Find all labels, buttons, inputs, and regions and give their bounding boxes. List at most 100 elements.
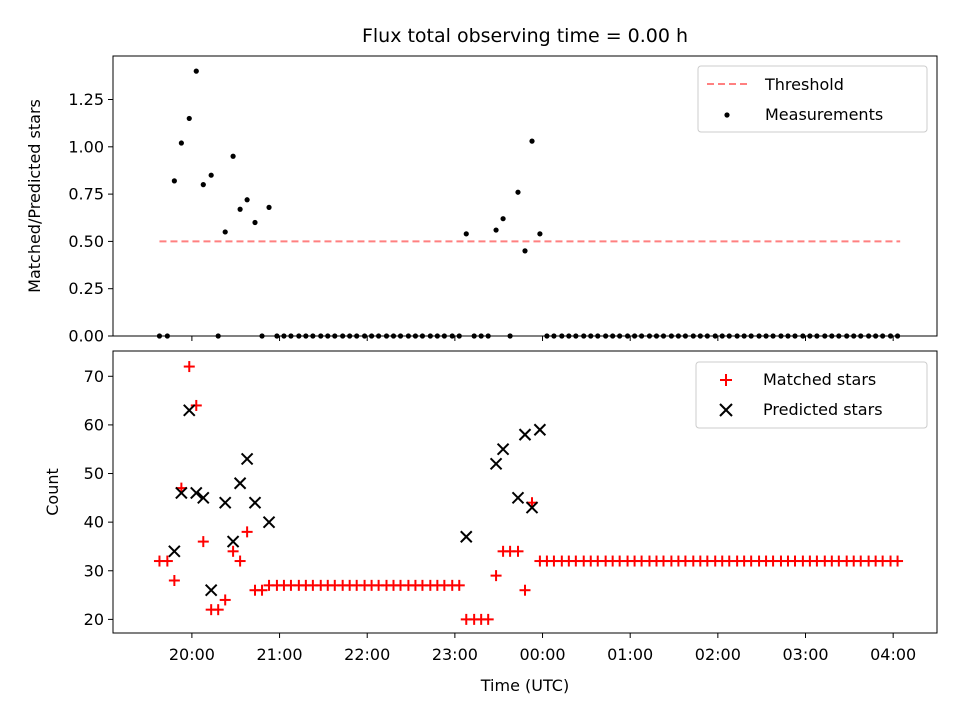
ratio-y-label: Matched/Predicted stars <box>25 99 44 293</box>
measurement-point <box>178 140 184 146</box>
matched-point <box>256 584 268 596</box>
ratio-y-tick-label: 1.25 <box>68 90 104 109</box>
matched-point <box>482 613 494 625</box>
x-tick-label: 00:00 <box>519 645 565 664</box>
measurement-point <box>186 115 192 122</box>
ratio-legend: Threshold Measurements <box>697 65 928 133</box>
ratio-plot-area: 0.00 0.25 0.50 0.75 1.00 1.25 <box>68 55 938 346</box>
ratio-y-tick-label: 0.25 <box>68 279 104 298</box>
ratio-y-tick-label: 1.00 <box>68 137 104 156</box>
matched-point <box>212 604 224 616</box>
predicted-point <box>518 428 532 441</box>
count-y-tick-label: 70 <box>84 367 104 386</box>
predicted-point <box>226 535 240 548</box>
measurement-point <box>537 231 543 237</box>
count-legend: Matched stars Predicted stars <box>695 361 928 429</box>
ratio-y-tick-label: 0.50 <box>68 232 104 251</box>
count-y-axis-label: Count <box>43 468 62 516</box>
matched-legend-label: Matched stars <box>763 370 876 389</box>
measurement-point <box>463 231 469 237</box>
measurement-point <box>244 197 250 203</box>
matched-point <box>490 570 502 582</box>
count-legend-frame <box>695 361 928 429</box>
ratio-axes-frame <box>112 55 938 337</box>
predicted-point <box>190 486 203 500</box>
count-plot-area: 20 30 40 50 60 70 20:00 21:00 22:00 23:00 00:00 01:… <box>84 350 938 664</box>
ratio-y-tick-label: 0.00 <box>68 327 104 346</box>
measurement-point <box>515 189 521 195</box>
x-tick-label: 23:00 <box>432 645 478 664</box>
measurement-point <box>493 227 499 233</box>
threshold-legend-label: Threshold <box>764 75 844 94</box>
predicted-point <box>248 496 262 509</box>
predicted-point <box>168 545 181 558</box>
count-y-tick-label: 50 <box>84 464 104 483</box>
matched-point <box>227 545 239 557</box>
matched-point <box>453 579 465 591</box>
count-panel: 20 30 40 50 60 70 20:00 21:00 22:00 23:00 00:00 01:… <box>43 350 938 695</box>
count-y-tick-label: 20 <box>84 610 104 629</box>
matched-point <box>512 545 524 557</box>
ratio-y-axis-label: Matched/Predicted stars <box>25 99 44 293</box>
measurement-point <box>522 248 528 254</box>
matched-point <box>892 555 904 567</box>
measurement-point <box>230 153 236 159</box>
predicted-point <box>183 404 196 417</box>
predicted-point <box>233 477 247 490</box>
predicted-point <box>533 423 547 436</box>
matched-point <box>197 536 209 548</box>
chart-title: Flux total observing time = 0.00 h <box>362 25 688 47</box>
measurement-point <box>208 172 214 178</box>
measurement-point <box>171 178 177 184</box>
ratio-legend-frame <box>697 65 928 133</box>
matched-point <box>519 584 531 596</box>
matched-legend-marker <box>720 374 732 386</box>
measurement-point <box>266 204 272 210</box>
predicted-point <box>496 443 510 456</box>
x-tick-label: 20:00 <box>169 645 215 664</box>
predicted-point <box>175 486 188 500</box>
count-axes-frame <box>112 350 938 634</box>
x-tick-label: 04:00 <box>870 645 916 664</box>
x-axis-label: Time (UTC) <box>480 676 569 695</box>
predicted-point <box>204 584 218 597</box>
predicted-legend-marker <box>719 403 733 417</box>
predicted-point <box>460 530 473 543</box>
predicted-point <box>525 501 539 514</box>
measurement-point <box>237 206 243 212</box>
matched-point <box>168 574 180 586</box>
count-series-matched-stars <box>153 361 904 625</box>
measurement-point <box>222 229 228 235</box>
matched-point <box>190 399 202 411</box>
x-tick-label: 02:00 <box>695 645 741 664</box>
ratio-y-tick-label: 0.75 <box>68 185 104 204</box>
ratio-series-measurements <box>156 68 901 339</box>
matched-point <box>219 594 231 606</box>
count-y-tick-label: 40 <box>84 513 104 532</box>
measurements-legend-marker <box>724 112 730 118</box>
x-tick-label: 22:00 <box>344 645 390 664</box>
x-tick-label: 01:00 <box>607 645 653 664</box>
predicted-point <box>218 496 232 509</box>
predicted-point <box>489 457 503 471</box>
predicted-point <box>197 491 210 505</box>
predicted-legend-label: Predicted stars <box>763 400 883 419</box>
predicted-point <box>511 491 525 505</box>
matched-point <box>161 555 173 567</box>
measurements-legend-label: Measurements <box>765 105 883 124</box>
predicted-point <box>262 515 276 529</box>
count-series-predicted-stars <box>168 404 547 597</box>
measurement-point <box>252 219 258 226</box>
measurement-point <box>193 68 199 74</box>
count-y-tick-label: 60 <box>84 415 104 434</box>
matched-point <box>234 555 246 567</box>
measurement-point <box>529 138 535 144</box>
x-tick-label: 03:00 <box>782 645 828 664</box>
ratio-panel: 0.00 0.25 0.50 0.75 1.00 1.25 Matched/Predict… <box>25 55 938 346</box>
matched-point <box>241 526 253 538</box>
measurement-point <box>500 216 506 222</box>
count-y-label: Count <box>43 468 62 516</box>
count-y-tick-label: 30 <box>84 561 104 580</box>
matched-point <box>183 361 195 373</box>
